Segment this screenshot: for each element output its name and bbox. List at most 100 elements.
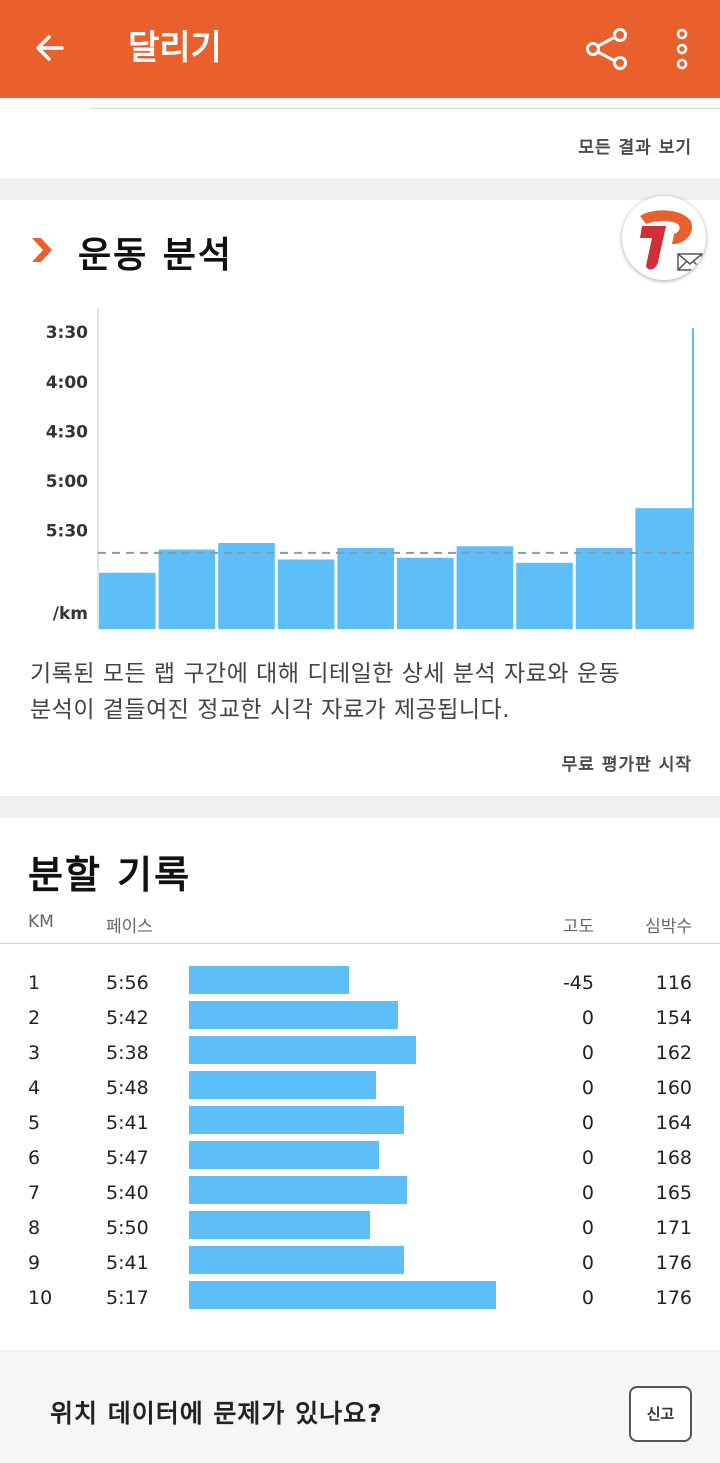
split-km: 7 xyxy=(28,1182,41,1204)
split-pace-bar xyxy=(189,1176,407,1204)
pace-bar xyxy=(337,547,394,629)
split-km: 9 xyxy=(28,1252,41,1274)
y-tick-label: 5:30 xyxy=(46,522,88,542)
divider xyxy=(90,108,720,109)
share-icon[interactable] xyxy=(584,26,630,72)
split-pace-bar xyxy=(189,1036,416,1064)
split-pace-bar xyxy=(189,966,349,994)
y-unit-label: /km xyxy=(53,604,88,624)
split-km: 3 xyxy=(28,1042,41,1064)
splits-title: 분할 기록 xyxy=(28,853,192,897)
split-pace-bar xyxy=(189,1001,398,1029)
splits-card: 분할 기록 KM 페이스 고도 심박수 1 5:56 -45 116 2 5:42 0 154… xyxy=(0,818,720,1350)
split-pace: 5:47 xyxy=(106,1147,149,1169)
split-row: 9 5:41 0 176 xyxy=(0,1246,720,1281)
split-pace-bar xyxy=(189,1071,376,1099)
split-elevation: 0 xyxy=(581,1147,594,1169)
split-pace-bar xyxy=(189,1246,404,1274)
analysis-card: 운동 분석 3:30 4:00 4:30 5:00 5:30/km 기록된 모든 랩 구… xyxy=(0,196,720,796)
split-heart-rate: 164 xyxy=(655,1112,692,1134)
split-elevation: 0 xyxy=(581,1007,594,1029)
split-heart-rate: 160 xyxy=(655,1077,692,1099)
split-km: 10 xyxy=(28,1287,53,1309)
split-pace: 5:50 xyxy=(106,1217,149,1239)
splits-table-header: KM 페이스 고도 심박수 xyxy=(0,910,720,944)
split-row: 8 5:50 0 171 xyxy=(0,1211,720,1246)
split-km: 2 xyxy=(28,1007,41,1029)
split-row: 2 5:42 0 154 xyxy=(0,1001,720,1036)
split-row: 1 5:56 -45 116 xyxy=(0,966,720,1001)
split-row: 3 5:38 0 162 xyxy=(0,1036,720,1071)
split-row: 5 5:41 0 164 xyxy=(0,1106,720,1141)
description-line-2: 분석이 곁들여진 정교한 시각 자료가 제공됩니다. xyxy=(30,697,511,723)
split-elevation: 0 xyxy=(581,1112,594,1134)
split-pace: 5:38 xyxy=(106,1042,149,1064)
sk-telecom-logo-icon[interactable] xyxy=(622,196,706,280)
y-tick-label: 5:00 xyxy=(46,472,88,492)
location-feedback-card: 위치 데이터에 문제가 있나요? 신고 xyxy=(0,1352,720,1463)
split-heart-rate: 168 xyxy=(655,1147,692,1169)
split-heart-rate: 162 xyxy=(655,1042,692,1064)
more-vertical-icon[interactable] xyxy=(668,26,696,72)
pace-bar xyxy=(158,549,216,629)
split-row: 4 5:48 0 160 xyxy=(0,1071,720,1106)
split-pace: 5:17 xyxy=(106,1287,149,1309)
split-row: 6 5:47 0 168 xyxy=(0,1141,720,1176)
split-km: 8 xyxy=(28,1217,41,1239)
split-pace: 5:40 xyxy=(106,1182,149,1204)
split-row: 10 5:17 0 176 xyxy=(0,1281,720,1316)
split-pace: 5:42 xyxy=(106,1007,149,1029)
pace-bar xyxy=(99,572,156,629)
location-issue-question: 위치 데이터에 문제가 있나요? xyxy=(50,1399,383,1428)
split-km: 5 xyxy=(28,1112,41,1134)
view-all-results-link[interactable]: 모든 결과 보기 xyxy=(578,138,692,158)
pace-bar xyxy=(218,542,275,629)
split-elevation: 0 xyxy=(581,1217,594,1239)
header-elevation: 고도 xyxy=(562,917,594,937)
split-pace-bar xyxy=(189,1211,370,1239)
split-heart-rate: 165 xyxy=(655,1182,692,1204)
split-pace: 5:41 xyxy=(106,1252,149,1274)
split-elevation: -45 xyxy=(562,972,594,994)
pace-bar xyxy=(635,508,692,629)
analysis-description: 기록된 모든 랩 구간에 대해 디테일한 상세 분석 자료와 운동 분석이 곁들… xyxy=(30,656,690,728)
split-heart-rate: 154 xyxy=(655,1007,692,1029)
split-elevation: 0 xyxy=(581,1252,594,1274)
split-heart-rate: 176 xyxy=(655,1287,692,1309)
header-km: KM xyxy=(28,912,54,932)
split-pace: 5:56 xyxy=(106,972,149,994)
chevron-right-icon xyxy=(32,238,52,262)
arrow-left-icon[interactable] xyxy=(30,28,70,68)
results-card: 모든 결과 보기 xyxy=(0,98,720,178)
pace-bar xyxy=(456,546,514,629)
pace-bar xyxy=(277,559,335,629)
split-km: 1 xyxy=(28,972,41,994)
split-pace: 5:48 xyxy=(106,1077,149,1099)
pace-bar xyxy=(575,547,633,629)
page-title: 달리기 xyxy=(128,28,222,68)
start-free-trial-link[interactable]: 무료 평가판 시작 xyxy=(561,755,692,775)
split-pace-bar xyxy=(189,1106,404,1134)
split-heart-rate: 116 xyxy=(655,972,692,994)
app-bar: 달리기 xyxy=(0,0,720,98)
split-pace: 5:41 xyxy=(106,1112,149,1134)
pace-bar xyxy=(516,562,573,629)
header-heart-rate: 심박수 xyxy=(645,917,692,937)
split-row: 7 5:40 0 165 xyxy=(0,1176,720,1211)
split-km: 4 xyxy=(28,1077,41,1099)
description-line-1: 기록된 모든 랩 구간에 대해 디테일한 상세 분석 자료와 운동 xyxy=(30,661,621,687)
header-pace: 페이스 xyxy=(106,917,153,937)
split-elevation: 0 xyxy=(581,1182,594,1204)
split-heart-rate: 176 xyxy=(655,1252,692,1274)
split-pace-bar xyxy=(189,1141,379,1169)
split-elevation: 0 xyxy=(581,1077,594,1099)
y-tick-label: 4:30 xyxy=(46,422,88,442)
analysis-title: 운동 분석 xyxy=(78,235,234,276)
pace-chart: 3:30 4:00 4:30 5:00 5:30/km xyxy=(46,308,694,629)
y-tick-label: 4:00 xyxy=(46,373,88,393)
split-elevation: 0 xyxy=(581,1042,594,1064)
y-tick-label: 3:30 xyxy=(46,323,88,343)
pace-bar xyxy=(397,557,454,629)
report-button[interactable]: 신고 xyxy=(629,1386,692,1442)
split-elevation: 0 xyxy=(581,1287,594,1309)
